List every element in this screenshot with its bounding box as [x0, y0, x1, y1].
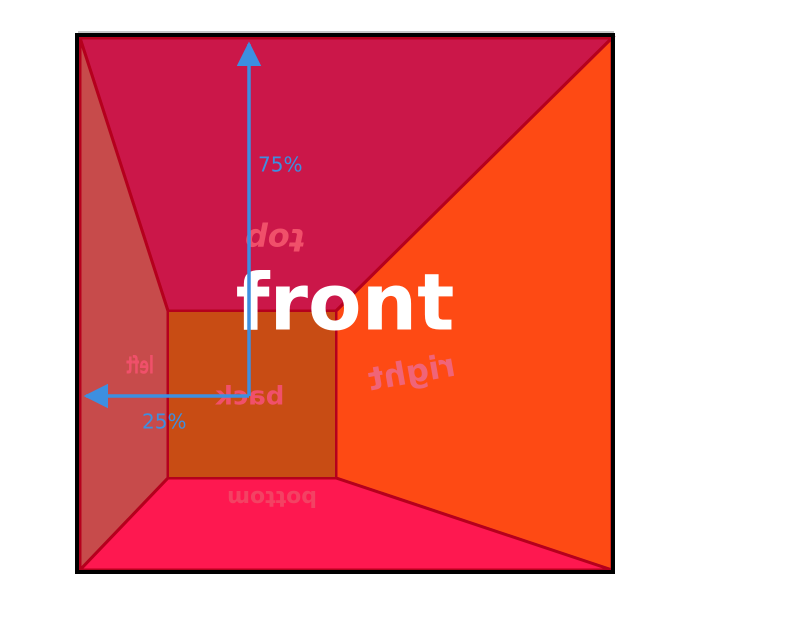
- front-frame: [75, 33, 615, 574]
- x-origin-label: 25%: [142, 410, 186, 434]
- top-face-label: top: [245, 221, 305, 259]
- bottom-face-label: bottom: [227, 485, 317, 510]
- left-face-label: left: [126, 352, 154, 380]
- front-face-label: front: [236, 258, 455, 348]
- y-origin-label: 75%: [258, 153, 302, 177]
